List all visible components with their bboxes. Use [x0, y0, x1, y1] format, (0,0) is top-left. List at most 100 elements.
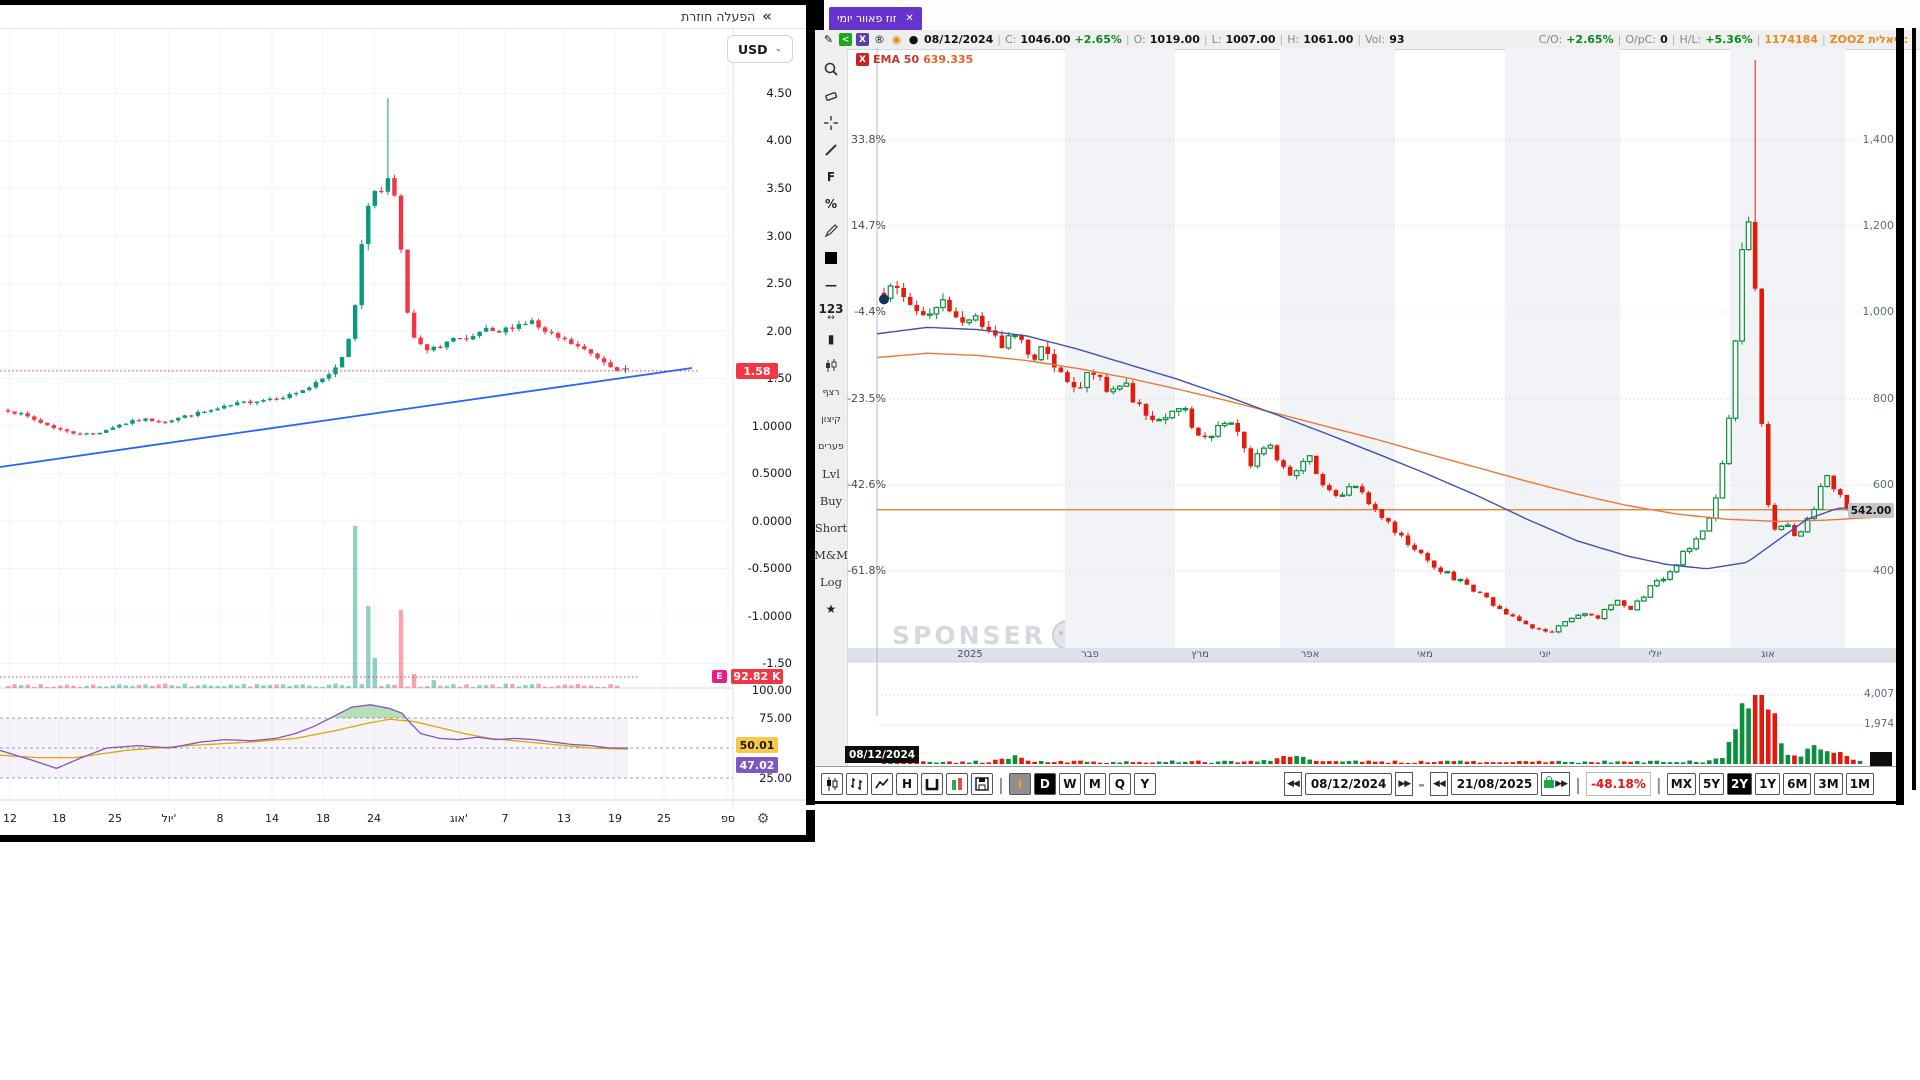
- extremes-tool[interactable]: קיצון: [815, 406, 848, 433]
- period-button-W[interactable]: W: [1058, 773, 1081, 795]
- percent-scale-tool[interactable]: %: [815, 190, 848, 217]
- crosshair-icon[interactable]: [815, 109, 848, 136]
- volume-bar: [163, 683, 168, 688]
- range-button-2Y[interactable]: 2Y: [1727, 773, 1753, 795]
- volume-bar: [1307, 759, 1313, 764]
- range-button-5Y[interactable]: 5Y: [1698, 773, 1725, 795]
- share-icon[interactable]: <: [839, 33, 852, 46]
- date-tick[interactable]: 18: [316, 812, 330, 825]
- month-tick[interactable]: יוני: [1539, 649, 1551, 660]
- volume-colors-icon[interactable]: [946, 773, 968, 795]
- hollow-candles-icon[interactable]: [921, 773, 943, 795]
- edit-icon[interactable]: [815, 217, 848, 244]
- volume-bar: [1693, 762, 1699, 764]
- range-button-3M[interactable]: 3M: [1814, 773, 1843, 795]
- date-tick[interactable]: 12: [3, 812, 17, 825]
- month-tick[interactable]: אוג: [1761, 649, 1775, 660]
- registered-icon[interactable]: ®: [874, 33, 885, 46]
- buy-tool[interactable]: Buy: [815, 487, 848, 514]
- range-button-1Y[interactable]: 1Y: [1755, 773, 1781, 795]
- level-tool[interactable]: Lvl: [815, 460, 848, 487]
- short-tool[interactable]: Short: [815, 514, 848, 541]
- draw-tools-icon[interactable]: ✎: [823, 33, 834, 46]
- candle-body: [1804, 517, 1811, 533]
- search-icon[interactable]: [815, 55, 848, 82]
- log-scale-tool[interactable]: Log: [815, 568, 848, 595]
- left-date-axis[interactable]: 12 18 25 יול' 8 14 18 24 אוג' 7 13 19 25 ספ: [0, 812, 806, 834]
- period-change-label: -48.18%: [1585, 772, 1651, 796]
- candlestick-chart-icon[interactable]: [821, 773, 843, 795]
- gear-icon[interactable]: ⚙: [756, 811, 770, 827]
- month-tick[interactable]: 2025: [957, 649, 983, 660]
- collapse-icon[interactable]: «: [762, 7, 772, 25]
- target-icon[interactable]: ◉: [891, 33, 902, 46]
- range-button-1M[interactable]: 1M: [1845, 773, 1874, 795]
- candle-body: [1792, 525, 1797, 537]
- volume-scale-button[interactable]: [1870, 752, 1892, 766]
- currency-selector[interactable]: USD ⌄: [727, 35, 793, 63]
- volume-bar: [182, 683, 188, 688]
- date-tick[interactable]: 13: [557, 812, 571, 825]
- date-tick[interactable]: 25: [108, 812, 122, 825]
- from-date-button[interactable]: 08/12/2024: [1304, 773, 1393, 795]
- price-axis-label: 2.00: [766, 324, 792, 338]
- trendline-tool-icon[interactable]: [815, 136, 848, 163]
- volume-bar: [536, 683, 541, 688]
- period-button-I[interactable]: I: [1008, 773, 1031, 795]
- candle-body: [38, 419, 43, 423]
- date-tick[interactable]: יול': [161, 812, 177, 825]
- heikin-ashi-button[interactable]: H: [896, 773, 918, 795]
- ohlc-bars-icon[interactable]: [846, 773, 868, 795]
- date-tick[interactable]: 24: [367, 812, 381, 825]
- volume-bar: [1215, 761, 1221, 764]
- date-tick[interactable]: 25: [657, 812, 671, 825]
- month-tick[interactable]: פבר: [1081, 649, 1099, 660]
- line-chart-icon[interactable]: [871, 773, 893, 795]
- comment-icon[interactable]: ●: [908, 33, 919, 46]
- color-swatch-icon[interactable]: [815, 244, 848, 271]
- lock-next-button[interactable]: ▶▶: [1541, 772, 1571, 796]
- volume-bar: [1792, 755, 1797, 764]
- vertical-line-tool[interactable]: ▮: [815, 325, 848, 352]
- period-button-Q[interactable]: Q: [1108, 773, 1131, 795]
- to-date-button[interactable]: 21/08/2025: [1450, 773, 1539, 795]
- candlestick-tool-icon[interactable]: [815, 352, 848, 379]
- save-icon[interactable]: [971, 773, 993, 795]
- tab-zooz-daily[interactable]: זוז פאוור יומי ✕: [829, 7, 922, 30]
- month-tick[interactable]: מרץ: [1191, 649, 1209, 660]
- gaps-tool[interactable]: פערים: [815, 433, 848, 460]
- date-tick[interactable]: 14: [265, 812, 279, 825]
- eraser-icon[interactable]: [815, 82, 848, 109]
- candle-body: [1477, 591, 1483, 593]
- range-button-MX[interactable]: MX: [1666, 773, 1696, 795]
- month-tick[interactable]: יולי: [1648, 649, 1662, 660]
- excel-export-icon[interactable]: X: [856, 33, 869, 46]
- period-button-D[interactable]: D: [1033, 773, 1056, 795]
- remove-indicator-icon[interactable]: X: [856, 53, 869, 66]
- date-tick[interactable]: 19: [608, 812, 622, 825]
- go-first-button[interactable]: ◀◀: [1283, 772, 1302, 796]
- period-button-Y[interactable]: Y: [1133, 773, 1156, 795]
- mm-tool[interactable]: M&M: [814, 541, 848, 568]
- date-tick[interactable]: 18: [52, 812, 66, 825]
- date-tick[interactable]: אוג': [450, 812, 468, 825]
- back-button[interactable]: ◀◀: [1429, 772, 1448, 796]
- horizontal-line-tool[interactable]: —: [815, 271, 848, 298]
- date-tick[interactable]: 8: [216, 812, 224, 825]
- sequence-tool[interactable]: רצף: [815, 379, 848, 406]
- favorites-tool[interactable]: ★: [815, 595, 848, 622]
- ema-slow-line: [876, 352, 1878, 523]
- candle-body: [1739, 249, 1745, 342]
- close-icon[interactable]: ✕: [905, 13, 914, 24]
- measure-tool[interactable]: 123 ↔: [815, 298, 848, 325]
- volume-bar: [438, 685, 443, 688]
- date-tick[interactable]: ספ: [720, 812, 736, 825]
- fibonacci-tool[interactable]: F: [815, 163, 848, 190]
- month-tick[interactable]: אפר: [1300, 649, 1320, 660]
- range-button-6M[interactable]: 6M: [1783, 773, 1812, 795]
- date-tick[interactable]: 7: [501, 812, 509, 825]
- volume-bar: [999, 758, 1005, 764]
- month-tick[interactable]: מאי: [1417, 649, 1433, 660]
- forward-button[interactable]: ▶▶: [1395, 772, 1414, 796]
- period-button-M[interactable]: M: [1083, 773, 1106, 795]
